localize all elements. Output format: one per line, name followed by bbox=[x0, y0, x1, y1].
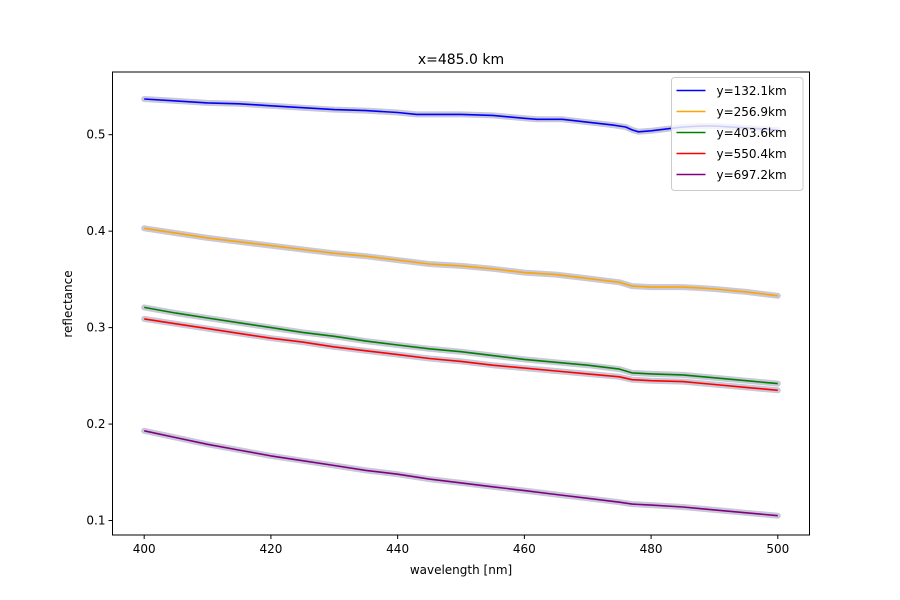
x-tick-label: 440 bbox=[386, 542, 409, 556]
legend-box bbox=[671, 77, 804, 191]
y-tick-label: 0.2 bbox=[86, 417, 105, 431]
legend-label-1: y=132.1km bbox=[717, 84, 787, 98]
chart-title: x=485.0 km bbox=[418, 52, 504, 68]
legend: y=132.1km y=256.9km y=403.6km y=550.4km y=69… bbox=[671, 77, 804, 191]
legend-label-5: y=697.2km bbox=[717, 168, 787, 182]
x-tick-label: 480 bbox=[640, 542, 663, 556]
series-line-2 bbox=[144, 227, 778, 297]
legend-label-3: y=403.6km bbox=[717, 126, 787, 140]
y-tick-label: 0.1 bbox=[86, 514, 105, 528]
legend-label-2: y=256.9km bbox=[717, 105, 787, 119]
plot-area bbox=[141, 96, 781, 519]
y-tick-label: 0.5 bbox=[86, 128, 105, 142]
y-axis-label: reflectance bbox=[61, 270, 75, 337]
plot-frame bbox=[112, 71, 810, 536]
x-tick-label: 500 bbox=[766, 542, 789, 556]
y-tick-label: 0.4 bbox=[86, 224, 105, 238]
x-tick-label: 400 bbox=[133, 542, 156, 556]
series-line-3 bbox=[144, 306, 778, 385]
series-line-4 bbox=[144, 318, 778, 392]
legend-label-4: y=550.4km bbox=[717, 147, 787, 161]
x-tick-label: 460 bbox=[513, 542, 536, 556]
series-line-5 bbox=[144, 430, 778, 517]
x-axis: 400 420 440 460 480 500 bbox=[133, 535, 789, 556]
x-tick-label: 420 bbox=[259, 542, 282, 556]
y-axis: 0.1 0.2 0.3 0.4 0.5 bbox=[86, 128, 113, 528]
x-axis-label: wavelength [nm] bbox=[410, 563, 512, 577]
y-tick-label: 0.3 bbox=[86, 321, 105, 335]
